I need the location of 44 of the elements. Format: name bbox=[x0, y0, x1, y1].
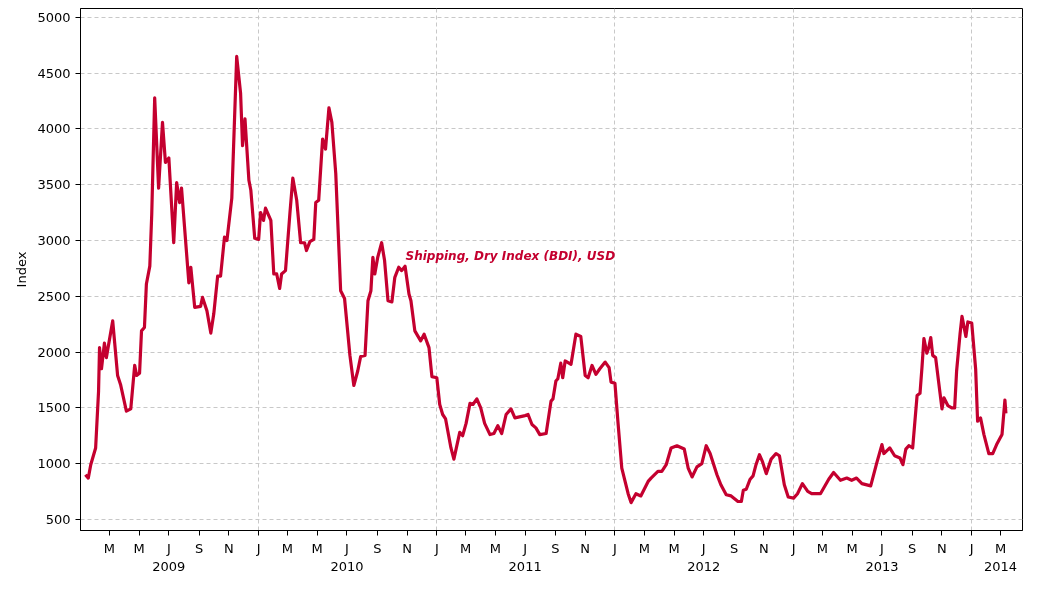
y-tick-label: 2000 bbox=[37, 344, 71, 360]
y-tick-label: 3000 bbox=[37, 233, 71, 248]
x-tick-label: M bbox=[459, 540, 472, 556]
x-tick-label: M 2014 bbox=[983, 540, 1018, 574]
x-tick-label: S bbox=[908, 540, 917, 556]
x-tick-label: N bbox=[402, 540, 412, 556]
x-tick-label: N bbox=[758, 540, 769, 556]
x-tick-label: J 2011 bbox=[508, 540, 542, 574]
y-tick-label: 2500 bbox=[37, 288, 71, 304]
x-tick-label: M bbox=[489, 540, 501, 556]
x-tick-label: S bbox=[373, 540, 382, 556]
x-tick-label: J bbox=[790, 540, 796, 556]
x-tick-label: M bbox=[668, 540, 680, 556]
x-tick-label: J 2013 bbox=[865, 540, 899, 574]
x-tick-label: N bbox=[224, 540, 234, 556]
x-tick-label: S bbox=[551, 540, 560, 556]
x-tick-label: J bbox=[433, 540, 439, 556]
y-tick-label: 1500 bbox=[37, 400, 71, 416]
x-tick-label: J 2010 bbox=[330, 540, 364, 574]
y-axis-title: Index bbox=[14, 251, 30, 288]
x-tick-label: J bbox=[968, 540, 974, 556]
x-tick-label: S bbox=[194, 540, 204, 556]
x-tick-label: J bbox=[255, 540, 261, 556]
x-tick-label: M bbox=[311, 540, 323, 556]
x-tick-label: S bbox=[729, 540, 739, 556]
y-tick-label: 1000 bbox=[37, 456, 71, 472]
x-tick-label: J 2012 bbox=[687, 540, 721, 574]
x-tick-label: M bbox=[638, 540, 650, 556]
x-tick-label: N bbox=[580, 540, 591, 556]
x-tick-label: J bbox=[612, 540, 617, 556]
x-tick-label: J 2009 bbox=[152, 540, 186, 574]
x-tick-label: M bbox=[816, 540, 828, 556]
line-series bbox=[83, 54, 1008, 505]
y-tick-label: 500 bbox=[45, 511, 71, 527]
y-tick-label: 4500 bbox=[37, 65, 71, 81]
y-tick-label: 4000 bbox=[37, 121, 71, 137]
y-tick-label: 5000 bbox=[37, 9, 71, 25]
x-tick-label: M bbox=[103, 540, 115, 556]
x-tick-label: M bbox=[133, 540, 145, 556]
x-tick-label: N bbox=[937, 540, 947, 556]
series-label: Shipping, Dry Index (BDI), USD bbox=[405, 248, 616, 263]
x-tick-label: M bbox=[281, 540, 294, 556]
x-tick-label: M bbox=[846, 540, 858, 556]
y-tick-label: 3500 bbox=[37, 177, 71, 193]
